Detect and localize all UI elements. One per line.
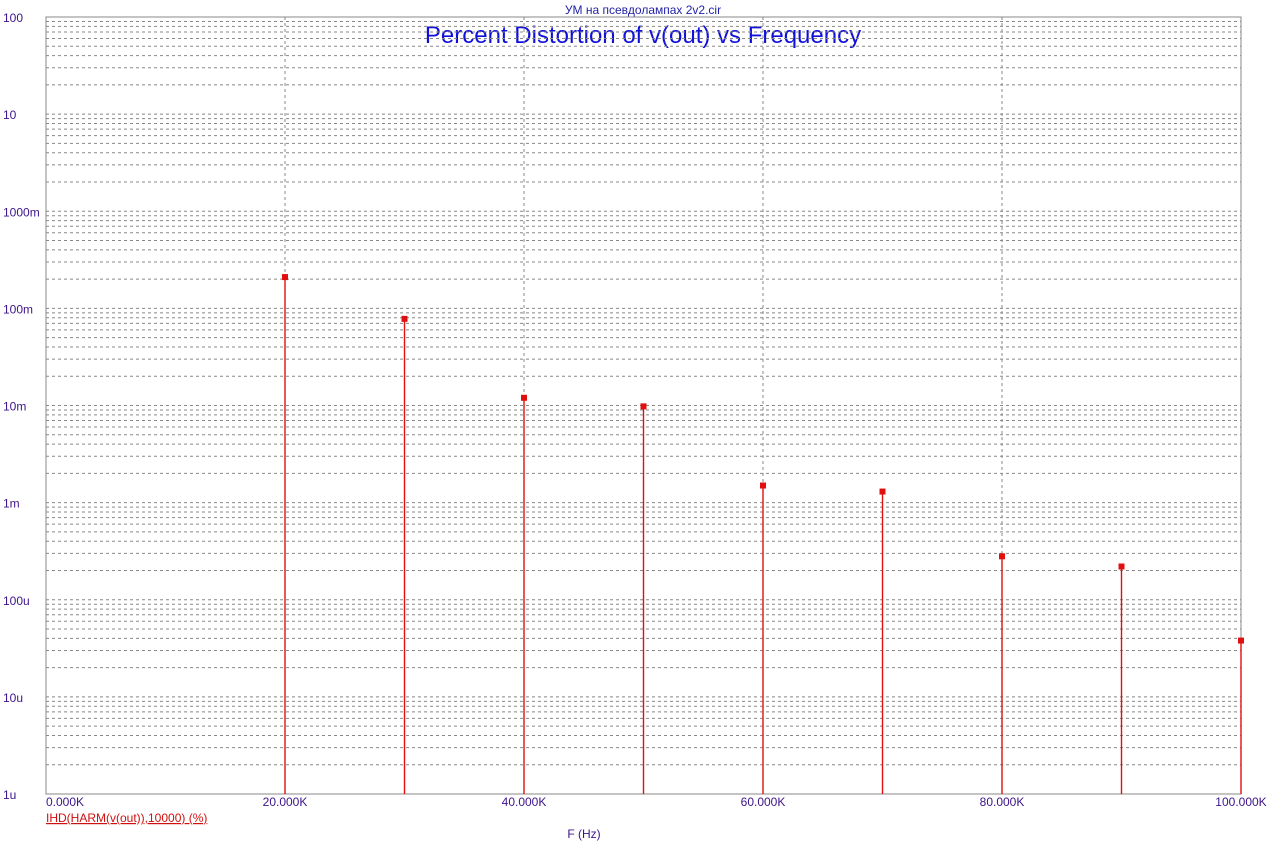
data-point: [401, 315, 408, 322]
y-tick-label: 10u: [3, 691, 23, 705]
x-axis: 0.000K 20.000K 40.000K 60.000K 80.000K 100.00…: [46, 795, 1267, 809]
data-point: [879, 488, 886, 495]
x-axis-label: F (Hz): [567, 827, 600, 841]
y-tick-label: 100: [3, 11, 23, 25]
x-tick-label: 20.000K: [263, 795, 308, 809]
y-tick-label: 10: [3, 108, 17, 122]
data-point: [521, 394, 527, 401]
x-tick-label: 60.000K: [741, 795, 786, 809]
data-series: [282, 274, 1244, 794]
y-tick-label: 1u: [3, 788, 16, 802]
file-name: УМ на псевдолампах 2v2.cir: [565, 3, 721, 17]
y-tick-label: 100u: [3, 594, 30, 608]
x-tick-label: 100.000K: [1215, 795, 1266, 809]
x-tick-label: 0.000K: [46, 795, 84, 809]
data-point: [999, 553, 1005, 560]
y-tick-label: 1m: [3, 497, 20, 511]
y-axis: 100 10 1000m 100m 10m 1m 100u 10u 1u: [3, 11, 40, 802]
data-point: [760, 482, 766, 489]
x-tick-label: 80.000K: [980, 795, 1025, 809]
data-point: [1118, 563, 1125, 570]
y-tick-label: 10m: [3, 400, 26, 414]
data-point: [1238, 637, 1244, 644]
grid: [46, 17, 1241, 794]
x-tick-label: 40.000K: [502, 795, 547, 809]
legend-entry: IHD(HARM(v(out)),10000) (%): [46, 811, 207, 825]
data-point: [282, 274, 288, 281]
y-tick-label: 100m: [3, 302, 33, 316]
y-tick-label: 1000m: [3, 205, 40, 219]
data-point: [640, 403, 647, 410]
